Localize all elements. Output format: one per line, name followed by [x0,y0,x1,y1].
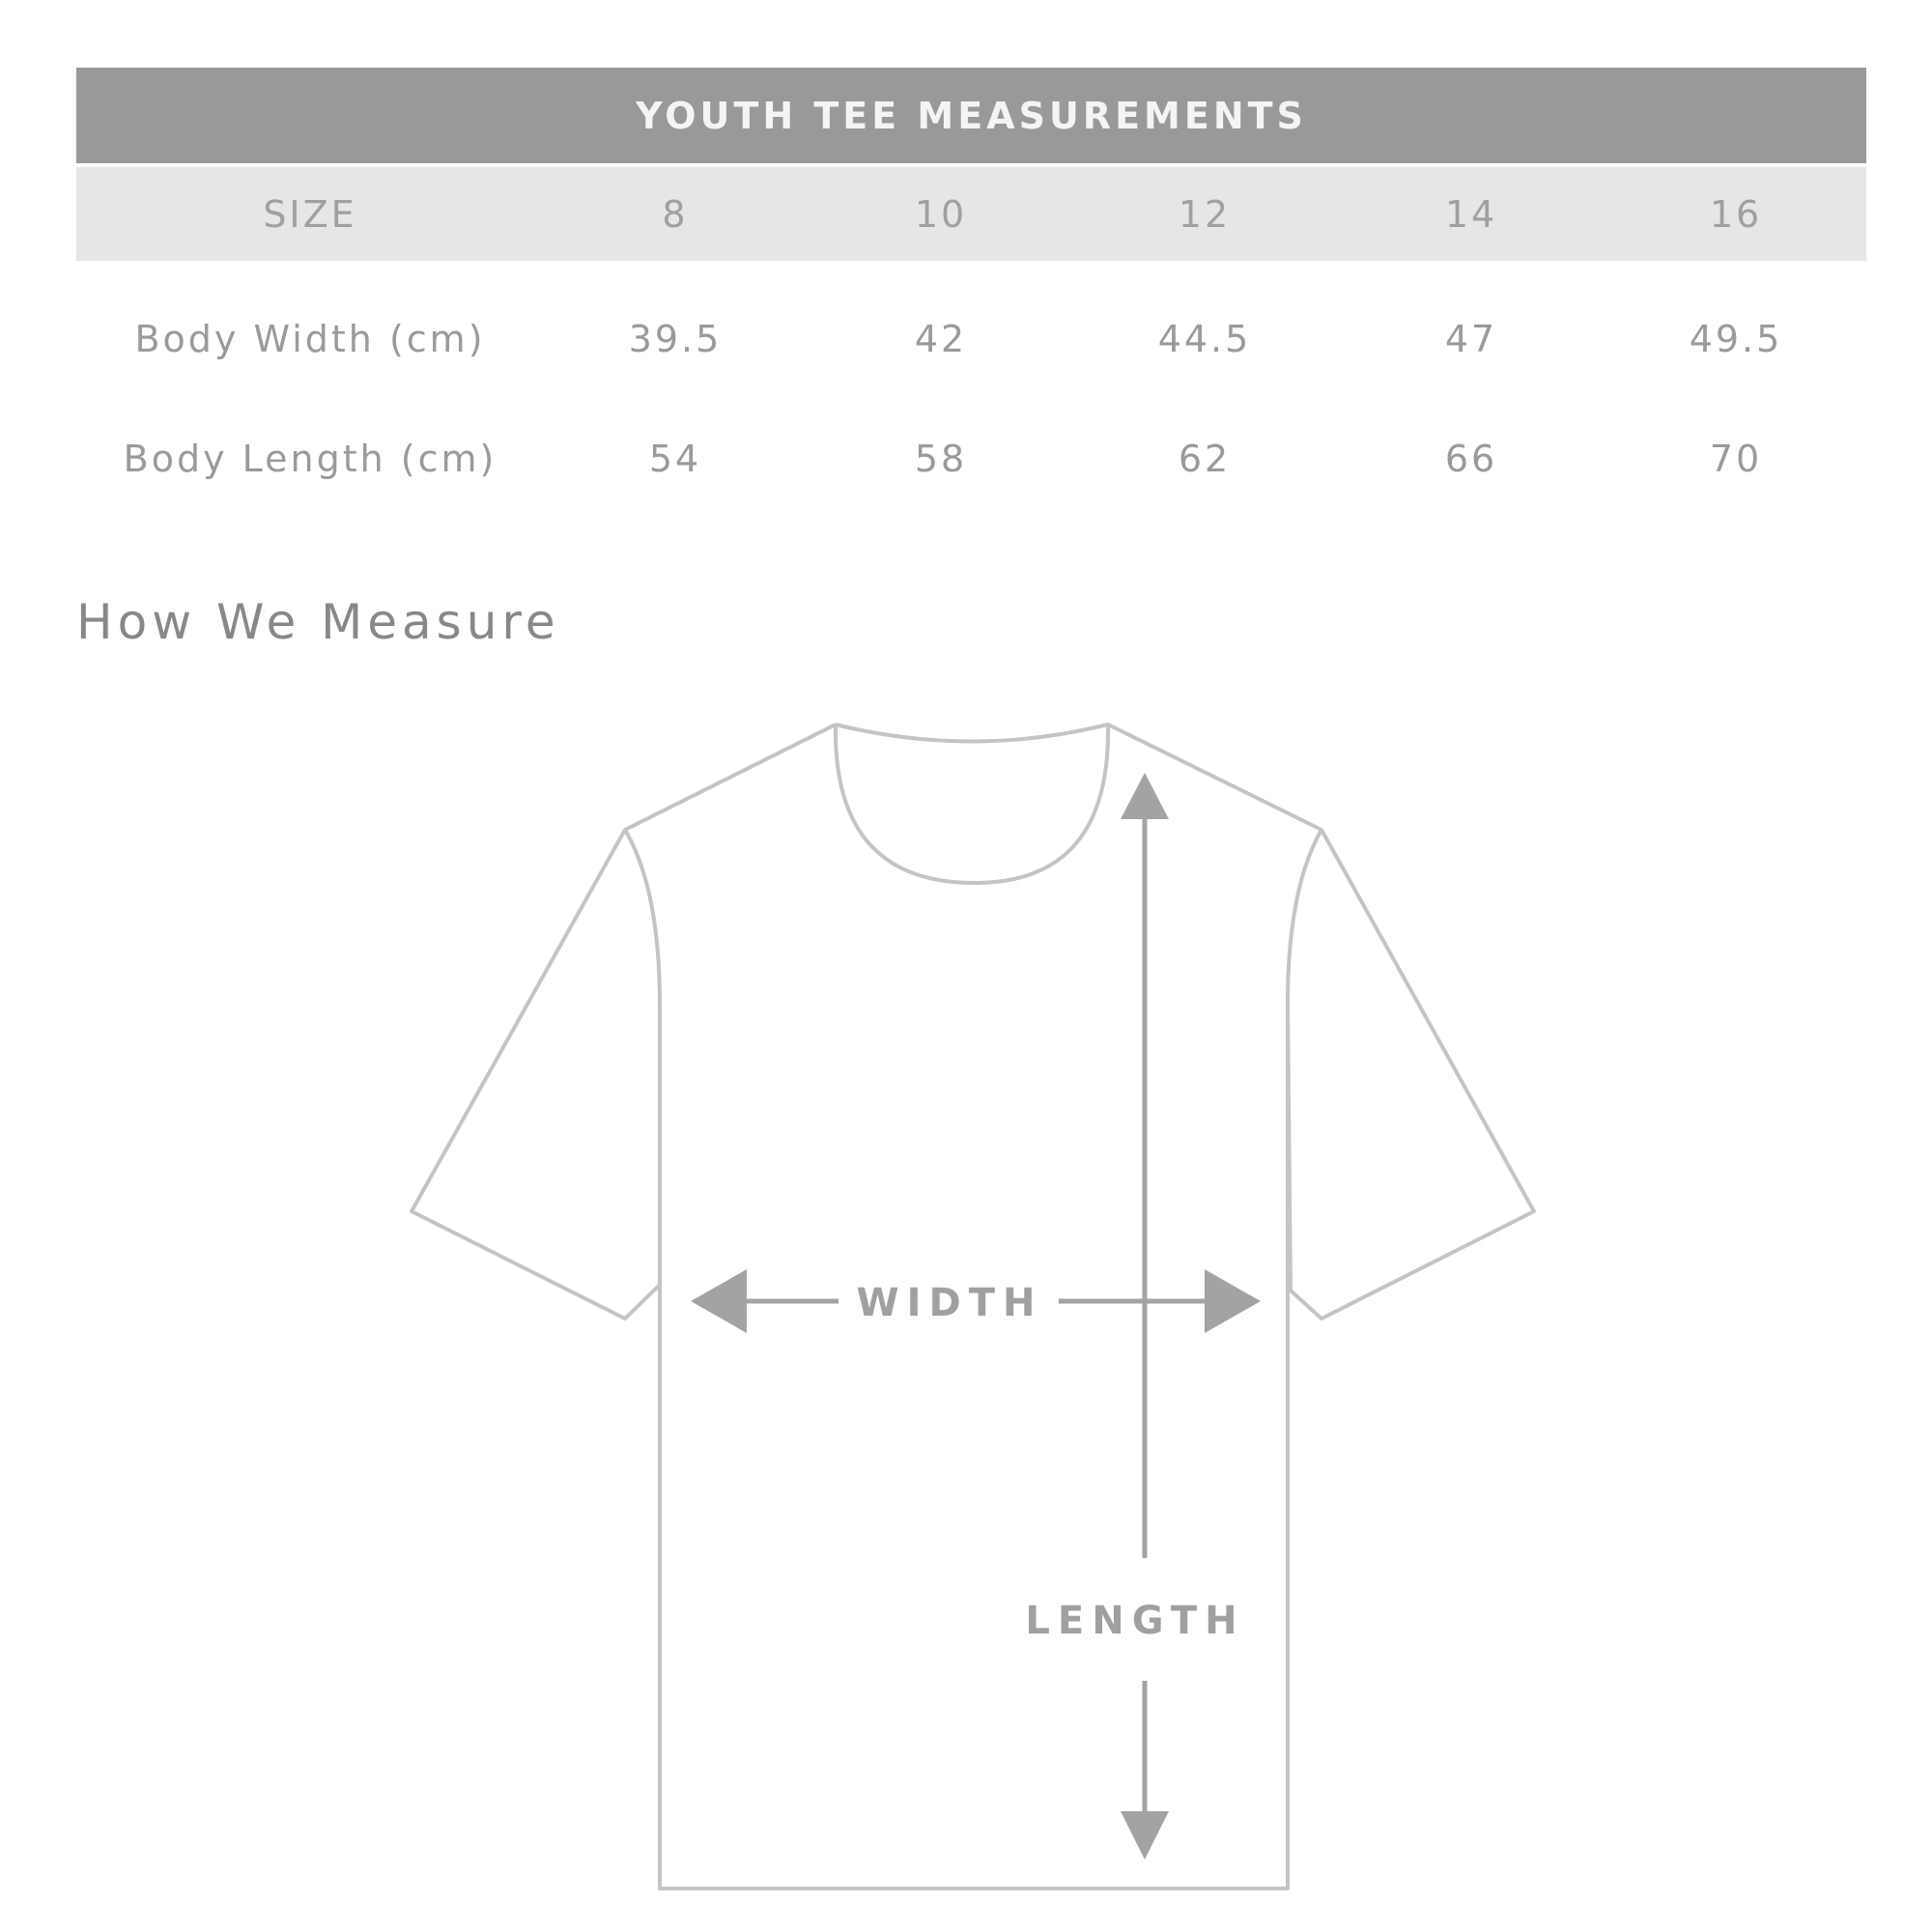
size-10: 10 [914,192,968,236]
size-label: SIZE [263,192,357,236]
size-header-row: SIZE 8 10 12 14 16 [76,167,1866,261]
cell-value: 66 [1444,437,1498,480]
size-12: 12 [1178,192,1232,236]
width-label: WIDTH [857,1281,1043,1325]
tshirt-outline [410,723,1536,1890]
cell-value: 62 [1178,437,1232,480]
table-row: Body Width (cm) 39.5 42 44.5 47 49.5 [76,292,1866,385]
size-14: 14 [1444,192,1498,236]
length-arrow-head-down [1121,1811,1169,1860]
cell-value: 54 [648,437,702,480]
width-arrow-head-left [691,1269,747,1333]
width-arrow-head-right [1205,1269,1261,1333]
row-label: Body Length (cm) [123,437,497,480]
table-row: Body Length (cm) 54 58 62 66 70 [76,412,1866,505]
cell-value: 49.5 [1689,317,1783,360]
cell-value: 58 [914,437,968,480]
cell-value: 39.5 [628,317,723,360]
size-16: 16 [1709,192,1763,236]
length-arrow-head-up [1121,773,1169,819]
cell-value: 47 [1444,317,1498,360]
cell-value: 70 [1709,437,1763,480]
length-label: LENGTH [1025,1599,1244,1643]
section-heading: How We Measure [76,594,560,650]
cell-value: 42 [914,317,968,360]
row-label: Body Width (cm) [134,317,486,360]
size-8: 8 [662,192,689,236]
table-title: YOUTH TEE MEASUREMENTS [76,68,1866,163]
cell-value: 44.5 [1157,317,1252,360]
neckline [833,724,1111,885]
